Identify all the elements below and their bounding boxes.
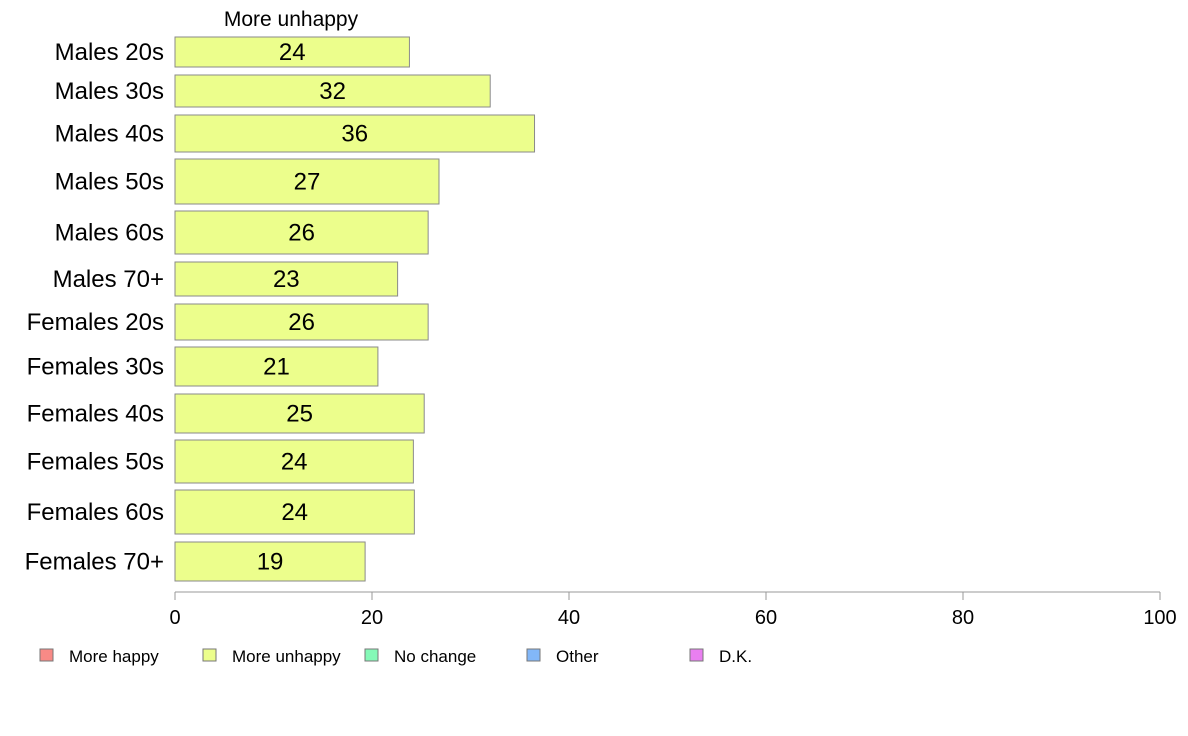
bar [174,158,440,205]
category-label: Males 70+ [53,266,164,293]
category-label: Females 40s [27,401,164,428]
x-tick-label: 40 [558,607,580,629]
x-tick-label: 0 [169,607,180,629]
x-tick-label: 80 [952,607,974,629]
data-label: 23 [273,266,300,293]
category-label: Males 20s [55,39,164,66]
bar [174,210,429,255]
category-label: Females 30s [27,354,164,381]
legend-label: Other [556,647,599,666]
bar [174,439,414,484]
x-tick-label: 60 [755,607,777,629]
legend-label: More happy [69,647,159,666]
bar [174,261,399,297]
bar [174,393,425,434]
category-label: Males 60s [55,220,164,247]
bar [174,346,379,387]
legend-label: More unhappy [232,647,341,666]
legend-swatch [39,648,54,662]
data-label: 25 [286,401,313,428]
data-label: 32 [319,78,346,105]
category-label: Females 70+ [25,549,164,576]
legend-swatch [689,648,704,662]
category-label: Females 20s [27,309,164,336]
category-label: Females 60s [27,499,164,526]
legend: More happy More unhappy No change Other D.K. [39,647,752,666]
data-label: 36 [341,121,368,148]
bar [174,541,366,582]
bar [174,36,410,68]
x-tick-label: 20 [361,607,383,629]
data-label: 24 [281,499,308,526]
data-label: 24 [279,39,306,66]
bar [174,114,536,153]
legend-swatch [202,648,217,662]
data-label: 21 [263,354,290,381]
data-label: 27 [294,169,321,196]
bar [174,489,415,535]
x-tick-label: 100 [1143,607,1176,629]
bar [174,74,491,108]
data-label: 26 [288,309,315,336]
x-axis: 0 20 40 60 80 100 [169,591,1177,629]
bars-group: Males 20s 24 Males 30s 32 Males 40s 36 Males 5… [25,36,536,582]
category-label: Males 40s [55,121,164,148]
data-label: 19 [257,549,284,576]
category-label: Females 50s [27,449,164,476]
legend-swatch [364,648,379,662]
bar [174,303,429,341]
category-label: Males 50s [55,169,164,196]
legend-swatch [526,648,541,662]
category-label: Males 30s [55,78,164,105]
legend-label: D.K. [719,647,752,666]
data-label: 26 [288,220,315,247]
data-label: 24 [281,449,308,476]
legend-label: No change [394,647,476,666]
panel-title: More unhappy [224,8,359,31]
